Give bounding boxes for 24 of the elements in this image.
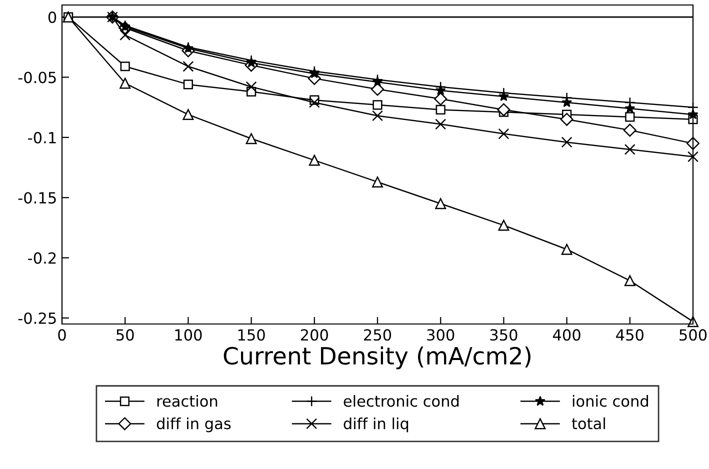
legend-label: total bbox=[572, 417, 605, 430]
legend-label: diff in gas bbox=[156, 417, 231, 432]
x-tick-label: 250 bbox=[364, 329, 392, 341]
x-tick-label: 300 bbox=[427, 329, 454, 341]
x-tick-label: 50 bbox=[116, 329, 134, 341]
x-tick-label: 400 bbox=[552, 329, 580, 341]
y-tick-label: -0.1 bbox=[28, 132, 56, 144]
x-tick-label: 450 bbox=[616, 329, 644, 341]
x-tick-label: 150 bbox=[238, 329, 265, 341]
y-tick-label: 0 bbox=[48, 12, 56, 24]
y-tick-label: -0.15 bbox=[18, 192, 56, 204]
y-tick-label: -0.25 bbox=[18, 312, 56, 324]
x-tick-label: 350 bbox=[490, 329, 518, 341]
legend-label: ionic cond bbox=[572, 395, 648, 407]
legend-label: reaction bbox=[157, 395, 218, 407]
y-tick-label: -0.05 bbox=[18, 72, 56, 84]
legend-label: electronic cond bbox=[344, 395, 459, 407]
legend-label: diff in liq bbox=[344, 417, 408, 432]
x-tick-label: 500 bbox=[680, 329, 707, 341]
x-axis-title: Current Density (mA/cm2) bbox=[224, 346, 530, 370]
y-tick-label: -0.2 bbox=[28, 252, 56, 264]
x-tick-label: 0 bbox=[58, 329, 66, 341]
x-tick-label: 100 bbox=[175, 329, 202, 341]
x-tick-label: 200 bbox=[300, 329, 328, 341]
